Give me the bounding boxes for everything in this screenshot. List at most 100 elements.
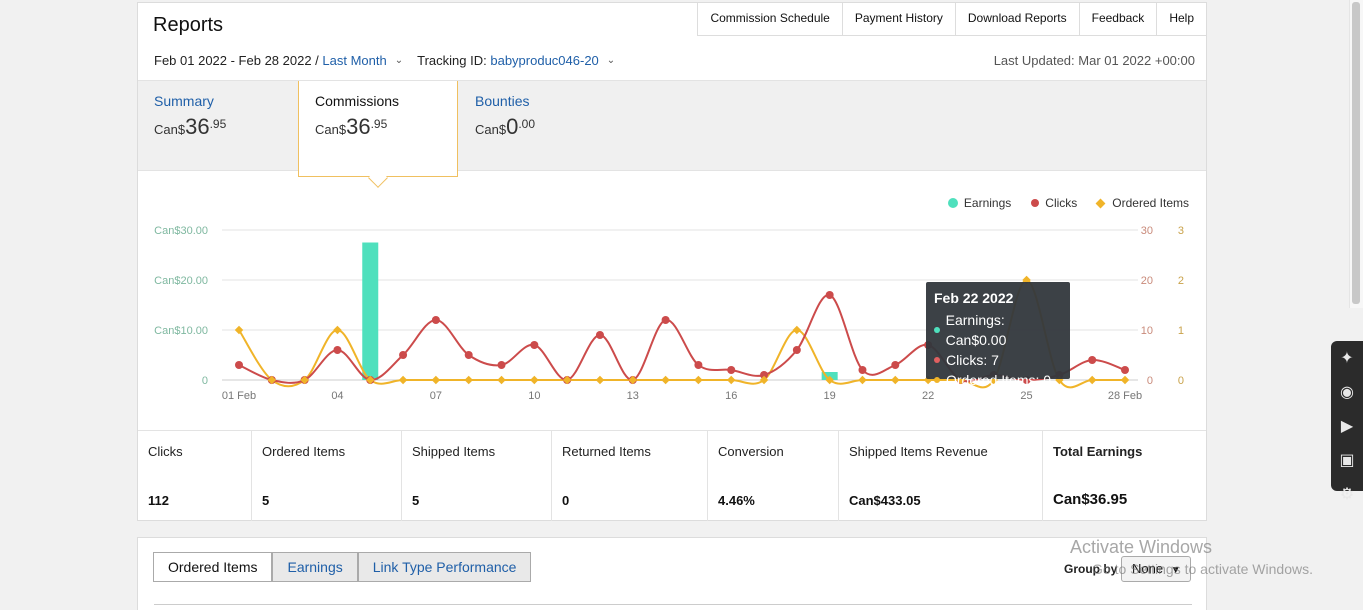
tracking-id-dropdown[interactable]: babyproduc046-20 <box>490 53 599 68</box>
ordered-items-point <box>891 375 900 385</box>
earnings-dot-icon <box>934 327 940 333</box>
y-right-tick-label: 10 <box>1141 325 1153 337</box>
ordered-items-point <box>300 375 309 385</box>
chevron-down-icon[interactable]: ⌄ <box>394 55 404 66</box>
legend-ordered-items[interactable]: Ordered Items <box>1095 196 1189 210</box>
nav-feedback[interactable]: Feedback <box>1078 3 1157 36</box>
ordered-items-point <box>234 325 244 335</box>
period-dropdown[interactable]: Last Month <box>322 53 387 68</box>
stat-shipped-revenue: Shipped Items Revenue Can$433.05 <box>839 431 1043 521</box>
tab-bounties[interactable]: Bounties Can$0.00 <box>459 81 619 172</box>
y-right-tick-label: 0 <box>1147 375 1153 387</box>
x-tick-label: 16 <box>725 390 737 402</box>
earnings-bar <box>362 242 379 380</box>
clicks-point <box>858 366 867 374</box>
ordered-items-point <box>792 325 802 335</box>
stat-returned-items: Returned Items 0 <box>552 431 708 521</box>
clicks-point <box>1088 356 1097 364</box>
ordered-items-point <box>398 375 408 385</box>
x-tick-label: 07 <box>430 390 442 402</box>
tab-label: Summary <box>154 93 214 109</box>
tab-link-type-performance[interactable]: Link Type Performance <box>357 552 532 582</box>
camera-icon[interactable]: ◉ <box>1340 384 1354 401</box>
legend-clicks[interactable]: Clicks <box>1031 196 1077 210</box>
report-card: Reports Commission Schedule Payment Hist… <box>137 2 1207 521</box>
y-left-tick-label: Can$20.00 <box>154 275 208 287</box>
earnings-dot-icon <box>947 198 958 208</box>
tab-label: Commissions <box>315 93 400 109</box>
nav-payment-history[interactable]: Payment History <box>841 3 955 36</box>
tracking-label: Tracking ID: <box>417 53 487 68</box>
ordered-items-point <box>825 375 834 385</box>
y-left-tick-label: Can$10.00 <box>154 325 208 337</box>
chevron-down-icon: ▼ <box>1170 565 1181 576</box>
ordered-items-point <box>1120 375 1130 385</box>
y-right-tick-label: 20 <box>1141 275 1153 287</box>
ordered-items-point <box>267 375 277 385</box>
ordered-items-point <box>726 375 736 385</box>
date-range: Feb 01 2022 - Feb 28 2022 / <box>154 53 319 68</box>
page-title: Reports <box>153 14 224 36</box>
tab-amount: Can$36.95 <box>315 114 388 139</box>
tab-ordered-items[interactable]: Ordered Items <box>153 552 273 582</box>
clicks-point <box>727 366 736 374</box>
filters-row: Feb 01 2022 - Feb 28 2022 / Last Month ⌄… <box>154 53 621 68</box>
clicks-point <box>825 291 834 299</box>
top-nav: Commission Schedule Payment History Down… <box>697 3 1206 36</box>
nav-commission-schedule[interactable]: Commission Schedule <box>697 3 842 36</box>
gallery-icon[interactable]: ▣ <box>1339 452 1355 469</box>
tooltip-ordered: Ordered Items: 0 <box>946 372 1052 388</box>
scrollbar-thumb[interactable] <box>1352 2 1360 304</box>
tab-commissions[interactable]: Commissions Can$36.95 <box>298 81 458 177</box>
group-by-select[interactable]: None ▼ <box>1121 556 1191 582</box>
gear-icon[interactable]: ⚙ <box>1339 486 1355 503</box>
group-by-label: Group by <box>1064 562 1118 576</box>
ordered-items-point <box>464 375 473 385</box>
stat-conversion: Conversion 4.46% <box>708 431 839 521</box>
clicks-dot-icon <box>934 357 940 363</box>
clicks-dot-icon <box>1031 199 1040 207</box>
y-right2-tick-label: 0 <box>1178 375 1184 387</box>
stat-shipped-items: Shipped Items 5 <box>402 431 552 521</box>
ordered-items-point <box>661 375 670 385</box>
y-left-tick-label: Can$30.00 <box>154 225 208 237</box>
clicks-point <box>464 351 473 359</box>
ordered-items-point <box>497 375 506 385</box>
x-tick-label: 13 <box>627 390 639 402</box>
clicks-point <box>399 351 408 359</box>
details-card: Ordered Items Earnings Link Type Perform… <box>137 537 1207 610</box>
x-tick-label: 28 Feb <box>1108 390 1142 402</box>
video-icon[interactable]: ▶ <box>1340 418 1354 435</box>
clicks-point <box>694 361 703 369</box>
stat-clicks: Clicks 112 <box>138 431 252 521</box>
ordered-items-point <box>1087 375 1097 385</box>
y-right-tick-label: 30 <box>1141 225 1153 237</box>
legend-earnings[interactable]: Earnings <box>947 196 1011 210</box>
watermark-title: Activate Windows <box>1070 537 1213 557</box>
stat-ordered-items: Ordered Items 5 <box>252 431 402 521</box>
nav-download-reports[interactable]: Download Reports <box>954 3 1079 36</box>
clicks-point <box>1121 366 1129 374</box>
clicks-point <box>235 361 243 369</box>
tab-earnings[interactable]: Earnings <box>272 552 358 582</box>
clicks-line <box>238 294 1126 384</box>
x-tick-label: 25 <box>1020 390 1032 402</box>
table-header-line <box>154 604 1192 605</box>
nav-help[interactable]: Help <box>1156 3 1206 36</box>
y-left-tick-label: 0 <box>202 375 208 387</box>
diamond-icon <box>1095 198 1106 208</box>
x-tick-label: 19 <box>824 390 836 402</box>
pin-icon[interactable]: ✦ <box>1340 350 1354 367</box>
chevron-down-icon[interactable]: ⌄ <box>606 55 616 66</box>
tooltip-earnings: Earnings: Can$0.00 <box>945 312 1007 348</box>
y-right2-tick-label: 1 <box>1178 325 1184 337</box>
y-right2-tick-label: 2 <box>1178 275 1184 287</box>
summary-tabs: Summary Can$36.95 Commissions Can$36.95 … <box>138 80 1206 177</box>
tab-amount: Can$36.95 <box>154 114 227 139</box>
ordered-items-point <box>595 375 605 385</box>
clicks-point <box>333 346 342 354</box>
chart-tooltip: Feb 22 2022 Earnings: Can$0.00 Clicks: 7… <box>926 282 1070 388</box>
y-right2-tick-label: 3 <box>1178 225 1184 237</box>
watermark-subtitle: Go to Settings to activate Windows. <box>1092 561 1313 577</box>
tab-summary[interactable]: Summary Can$36.95 <box>138 81 298 172</box>
